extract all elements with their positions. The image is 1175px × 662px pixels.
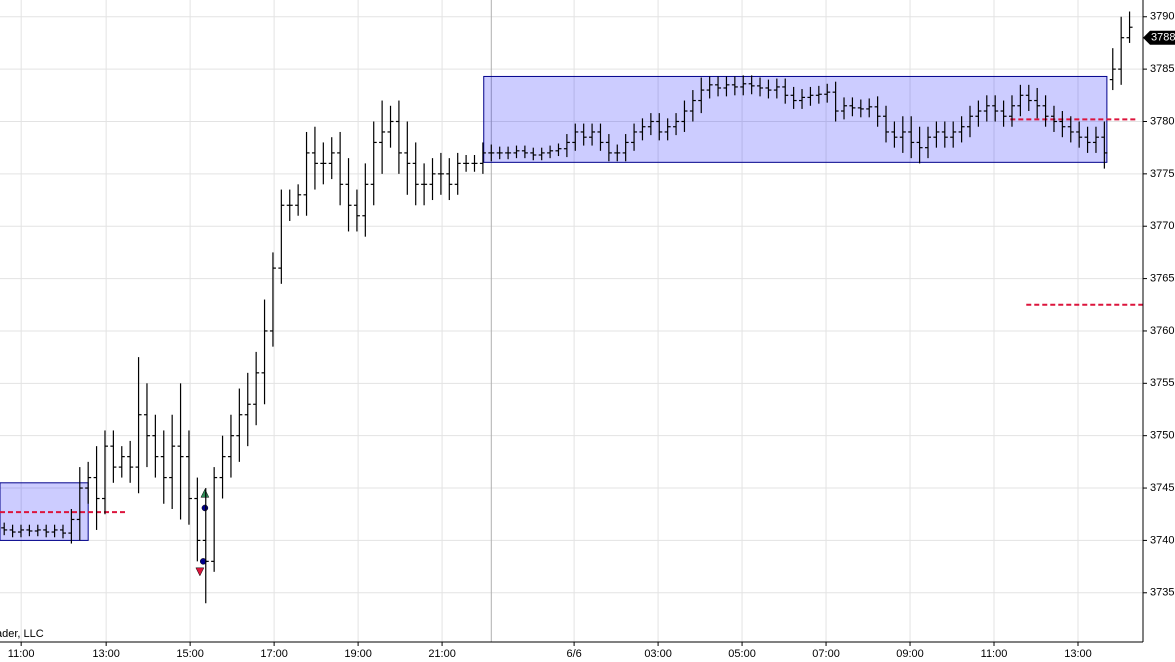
x-tick-label: 17:00 — [260, 648, 288, 660]
y-tick-label: 3765 — [1150, 272, 1174, 284]
x-tick-label: 11:00 — [981, 648, 1008, 660]
y-tick-label: 3755 — [1150, 377, 1174, 389]
last-price-tag — [1143, 30, 1175, 45]
y-tick-label: 3775 — [1150, 168, 1174, 180]
y-tick-label: 3780 — [1150, 115, 1174, 127]
y-tick-label: 3735 — [1150, 587, 1174, 599]
x-tick-label: 03:00 — [644, 648, 672, 660]
bars — [1, 11, 1133, 604]
x-tick-label: 6/6 — [566, 648, 581, 660]
x-tick-label: 13:00 — [92, 648, 120, 660]
last-price-label: 3788 — [1151, 32, 1175, 44]
x-tick-label: 07:00 — [812, 648, 840, 660]
marker — [195, 567, 205, 577]
y-tick-label: 3785 — [1150, 63, 1174, 75]
x-tick-label: 05:00 — [728, 648, 756, 660]
y-tick-label: 3745 — [1150, 482, 1174, 494]
y-tick-label: 3790 — [1150, 11, 1174, 23]
x-tick-label: 09:00 — [896, 648, 924, 660]
y-tick-label: 3770 — [1150, 220, 1174, 232]
marker — [200, 488, 210, 498]
x-tick-label: 21:00 — [428, 648, 456, 660]
watermark: ader, LLC — [0, 628, 44, 640]
x-tick-label: 15:00 — [176, 648, 204, 660]
x-tick-label: 19:00 — [344, 648, 372, 660]
y-tick-label: 3750 — [1150, 430, 1174, 442]
y-tick-label: 3740 — [1150, 534, 1174, 546]
y-tick-label: 3760 — [1150, 325, 1174, 337]
x-tick-label: 11:00 — [8, 648, 35, 660]
grid — [0, 0, 1143, 642]
marker — [201, 504, 209, 512]
x-tick-label: 13:00 — [1064, 648, 1092, 660]
